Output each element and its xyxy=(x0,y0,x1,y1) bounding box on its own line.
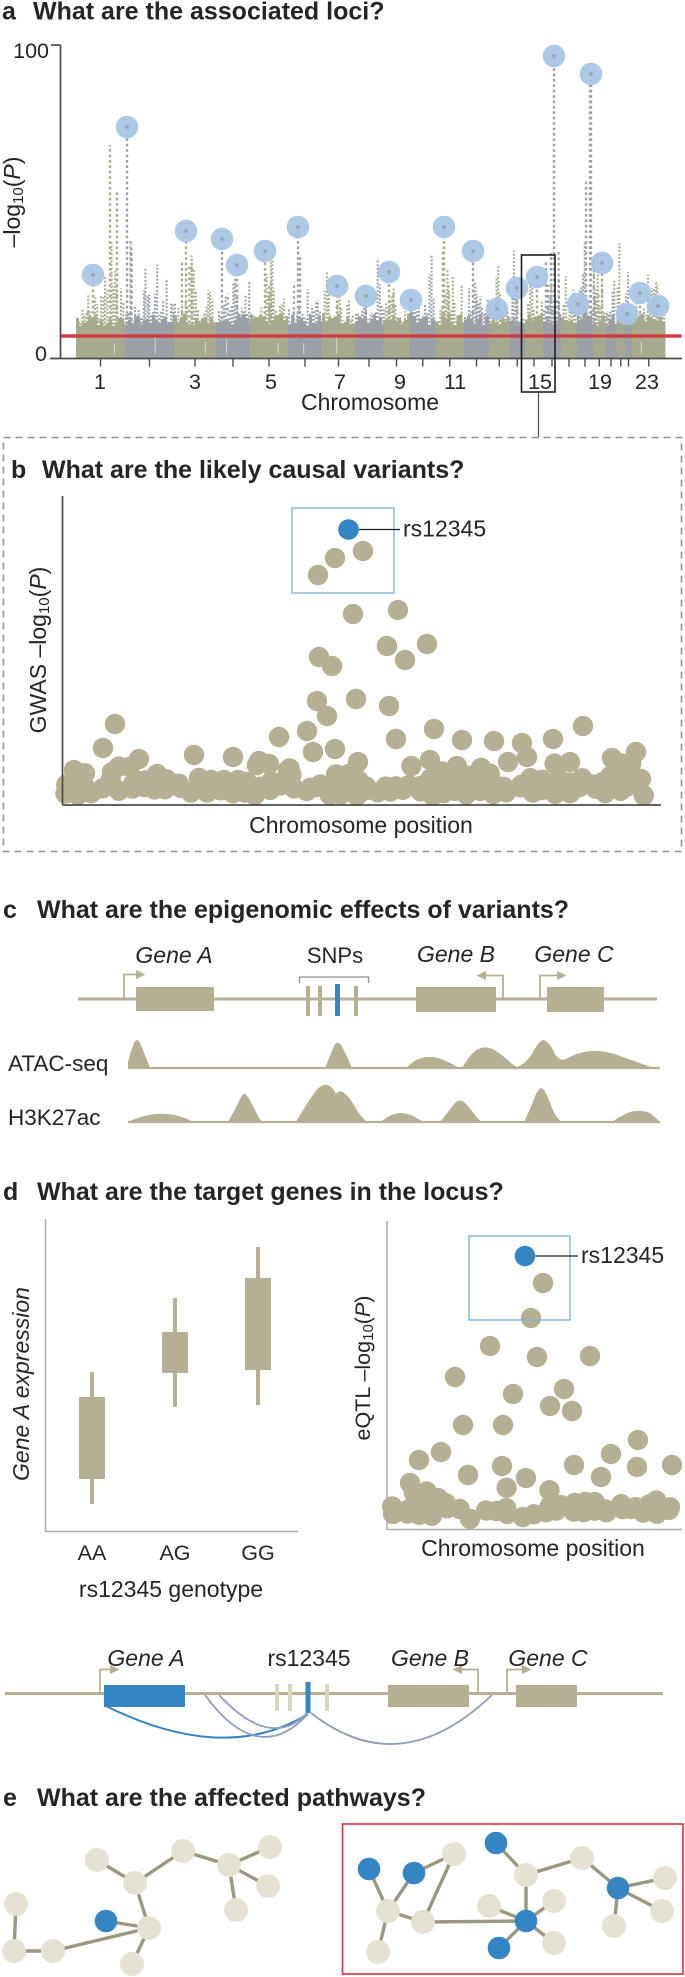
svg-text:Gene A: Gene A xyxy=(135,942,212,968)
svg-text:What are the epigenomic effect: What are the epigenomic effects of varia… xyxy=(37,896,569,924)
svg-text:7: 7 xyxy=(334,370,346,394)
svg-text:Gene C: Gene C xyxy=(534,941,614,967)
svg-text:Gene B: Gene B xyxy=(417,941,495,967)
svg-text:SNPs: SNPs xyxy=(307,943,363,968)
svg-text:rs12345: rs12345 xyxy=(267,1645,350,1671)
svg-text:GWAS –log10(P): GWAS –log10(P) xyxy=(25,567,53,734)
svg-text:–log10(P): –log10(P) xyxy=(0,157,27,248)
svg-text:b: b xyxy=(11,456,26,484)
svg-text:Chromosome position: Chromosome position xyxy=(421,1535,645,1561)
svg-text:19: 19 xyxy=(588,370,612,394)
svg-text:1: 1 xyxy=(94,370,106,394)
svg-text:a: a xyxy=(2,0,17,26)
svg-text:Gene C: Gene C xyxy=(508,1645,588,1671)
svg-text:5: 5 xyxy=(265,370,277,394)
svg-text:Gene B: Gene B xyxy=(391,1645,469,1671)
svg-text:ATAC-seq: ATAC-seq xyxy=(8,1051,108,1076)
svg-text:What are the likely causal var: What are the likely causal variants? xyxy=(42,456,464,484)
svg-text:What are the target genes in t: What are the target genes in the locus? xyxy=(37,1178,504,1206)
svg-text:3: 3 xyxy=(189,370,201,394)
svg-text:15: 15 xyxy=(528,370,552,394)
svg-text:e: e xyxy=(3,1784,17,1812)
svg-text:Chromosome: Chromosome xyxy=(301,389,439,415)
svg-text:Gene A: Gene A xyxy=(107,1645,184,1671)
svg-text:GG: GG xyxy=(241,1541,274,1565)
svg-text:9: 9 xyxy=(394,370,406,394)
svg-text:rs12345: rs12345 xyxy=(403,516,486,542)
svg-text:c: c xyxy=(3,896,17,924)
svg-text:Chromosome position: Chromosome position xyxy=(249,812,473,838)
svg-text:100: 100 xyxy=(13,39,49,63)
svg-text:What are the associated loci?: What are the associated loci? xyxy=(33,0,385,26)
svg-text:11: 11 xyxy=(444,370,466,394)
svg-text:eQTL –log10(P): eQTL –log10(P) xyxy=(351,1296,377,1441)
svg-text:Gene A expression: Gene A expression xyxy=(8,1287,34,1481)
svg-text:What are the affected pathways: What are the affected pathways? xyxy=(37,1784,426,1812)
svg-text:d: d xyxy=(3,1178,18,1206)
svg-text:AA: AA xyxy=(78,1541,107,1565)
svg-text:AG: AG xyxy=(159,1541,190,1565)
svg-text:rs12345 genotype: rs12345 genotype xyxy=(79,1576,263,1602)
svg-text:23: 23 xyxy=(635,370,659,394)
svg-text:0: 0 xyxy=(35,342,47,366)
svg-text:H3K27ac: H3K27ac xyxy=(8,1105,101,1130)
svg-text:rs12345: rs12345 xyxy=(581,1242,664,1268)
